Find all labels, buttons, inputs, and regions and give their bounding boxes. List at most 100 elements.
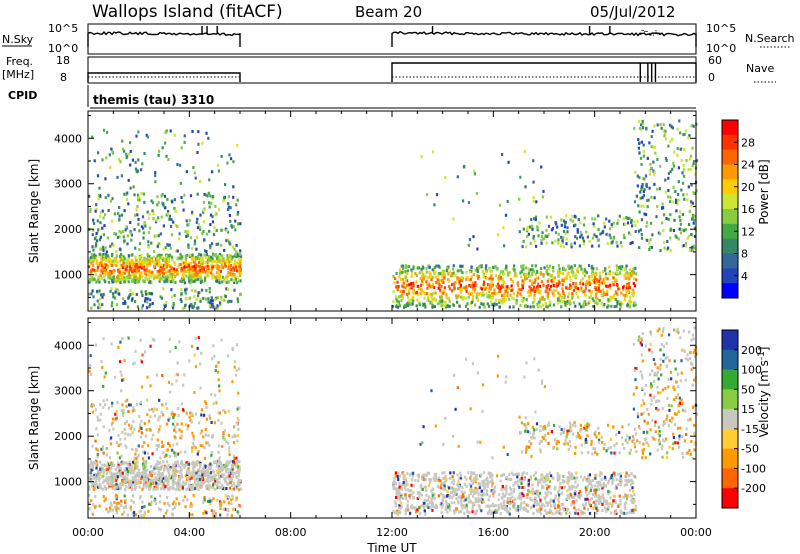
echo-cell [577,492,581,496]
echo-cell [588,277,591,281]
echo-cell [237,391,240,395]
echo-cell [589,294,592,298]
echo-cell [141,304,144,308]
echo-cell [416,298,419,302]
echo-cell [565,242,568,246]
echo-cell [134,281,137,284]
echo-cell [423,506,426,510]
echo-cell [207,473,210,476]
echo-cell [549,491,553,495]
echo-cell [174,223,177,227]
echo-cell [463,164,466,168]
echo-cell [238,367,241,371]
echo-cell [604,267,607,271]
echo-cell [149,415,152,419]
echo-cell [516,483,520,487]
echo-cell [491,303,494,307]
echo-cell [154,234,158,238]
echo-cell [445,296,448,300]
echo-cell [222,435,225,439]
echo-cell [558,281,561,285]
echo-cell [572,288,576,292]
echo-cell [636,184,639,188]
echo-cell [209,244,212,248]
echo-cell [228,449,231,453]
echo-cell [529,305,532,309]
echo-cell [207,434,210,437]
echo-cell [661,221,664,225]
echo-cell [148,280,151,284]
echo-cell [170,486,174,490]
echo-cell [648,172,652,176]
echo-cell [208,290,211,294]
echo-cell [236,297,239,301]
echo-cell [157,149,161,153]
echo-cell [578,302,581,306]
echo-cell [125,472,129,476]
echo-cell [563,485,566,489]
echo-cell [474,268,477,272]
echo-cell [197,336,200,340]
echo-cell [123,428,126,432]
echo-cell [177,265,180,269]
echo-cell [118,456,121,460]
echo-cell [218,278,221,282]
echo-cell [622,217,625,221]
echo-cell [124,261,127,265]
echo-cell [431,268,434,272]
echo-cell [608,265,611,269]
echo-cell [593,233,596,237]
echo-cell [180,430,183,434]
echo-cell [687,168,690,171]
echo-cell [191,484,195,488]
echo-cell [209,301,212,305]
echo-cell [171,279,174,283]
echo-cell [100,469,103,473]
echo-cell [175,430,178,434]
echo-cell [478,486,481,490]
echo-cell [584,486,587,490]
echo-cell [159,425,162,428]
echo-cell [147,260,150,264]
echo-cell [170,382,174,386]
echo-cell [402,281,405,285]
echo-cell [179,436,182,440]
echo-cell [187,263,190,267]
echo-cell [509,293,512,297]
echo-cell [161,278,164,282]
echo-cell [464,296,467,300]
echo-cell [580,305,583,309]
echo-cell [459,269,462,273]
echo-cell [503,272,506,276]
echo-cell [419,292,422,296]
echo-cell [499,512,502,516]
echo-cell [157,470,160,474]
echo-cell [167,471,170,475]
echo-cell [528,294,531,298]
echo-cell [115,477,118,481]
echo-cell [149,384,152,388]
echo-cell [688,134,691,138]
echo-cell [685,244,688,248]
echo-cell [146,273,150,277]
echo-cell [96,453,99,456]
echo-cell [105,270,108,274]
echo-cell [153,338,156,342]
echo-cell [168,278,171,282]
echo-cell [581,277,584,281]
echo-cell [529,274,532,278]
echo-cell [140,471,143,475]
echo-cell [160,296,164,300]
echo-cell [112,474,116,478]
echo-cell [608,502,612,506]
echo-cell [521,279,524,283]
echo-cell [618,214,621,218]
echo-cell [233,275,236,278]
echo-cell [519,218,522,222]
echo-cell [145,292,148,296]
echo-cell [173,500,176,504]
echo-cell [411,302,414,306]
echo-cell [159,479,162,483]
echo-cell [134,160,137,164]
